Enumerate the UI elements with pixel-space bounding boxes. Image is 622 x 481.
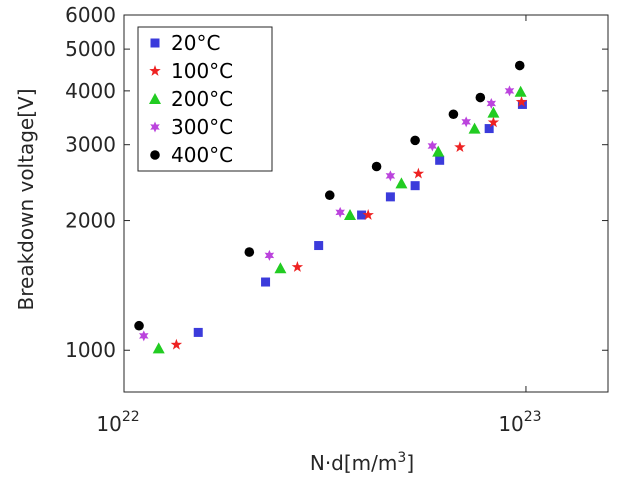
data-point xyxy=(385,192,395,202)
data-point xyxy=(357,210,367,220)
legend-marker xyxy=(149,93,161,104)
series-1 xyxy=(170,95,528,350)
data-point xyxy=(410,135,420,146)
data-point xyxy=(454,141,466,153)
y-tick-label: 1000 xyxy=(65,338,116,362)
data-point xyxy=(410,181,420,191)
data-point xyxy=(504,85,515,97)
data-point xyxy=(487,106,500,118)
data-point xyxy=(335,206,345,218)
x-tick-label-base: 10 xyxy=(498,412,523,436)
legend-marker xyxy=(150,150,160,160)
legend-label: 300°C xyxy=(171,115,233,139)
x-tick-label: 1023 xyxy=(498,409,541,436)
data-point xyxy=(139,330,149,342)
data-point xyxy=(395,177,408,189)
legend-marker xyxy=(150,121,160,133)
data-point xyxy=(514,85,527,97)
data-point xyxy=(152,342,165,354)
x-axis-ticks: 1022 1023 xyxy=(96,15,542,436)
data-point xyxy=(432,145,445,157)
x-axis-label-main: N·d[m/m xyxy=(310,451,398,475)
data-point xyxy=(514,60,525,71)
legend-marker xyxy=(149,65,161,76)
data-point xyxy=(362,209,374,220)
y-axis-label: Breakdown voltage[V] xyxy=(14,89,38,311)
data-point xyxy=(324,190,335,201)
x-tick-label-exponent: 22 xyxy=(122,409,140,425)
data-point xyxy=(427,140,438,152)
data-point xyxy=(314,241,324,251)
x-axis-label-superscript: 3 xyxy=(397,450,406,466)
data-point xyxy=(193,327,203,337)
x-axis-label-tail: ] xyxy=(406,451,414,475)
data-points xyxy=(134,60,528,354)
x-tick-label-base: 10 xyxy=(96,412,121,436)
y-axis-ticks: 1000 2000 3000 4000 5000 6000 xyxy=(65,3,608,362)
data-point xyxy=(371,161,382,172)
data-point xyxy=(274,262,287,274)
y-tick-label: 5000 xyxy=(65,37,116,61)
legend-label: 400°C xyxy=(171,143,233,167)
data-point xyxy=(515,95,528,107)
data-point xyxy=(170,338,183,350)
series-3 xyxy=(139,85,515,342)
legend-label: 100°C xyxy=(171,59,233,83)
legend-marker xyxy=(150,38,160,48)
data-point xyxy=(264,249,275,261)
data-point xyxy=(486,97,497,109)
series-4 xyxy=(134,60,525,331)
x-tick-label: 1022 xyxy=(96,409,139,436)
legend-label: 20°C xyxy=(171,31,220,55)
legend-label: 200°C xyxy=(171,87,233,111)
legend: 20°C 100°C 200°C 300°C 400°C xyxy=(137,26,273,172)
data-point xyxy=(448,109,459,120)
data-point xyxy=(487,116,500,128)
y-tick-label: 2000 xyxy=(65,209,116,233)
y-tick-label: 3000 xyxy=(65,133,116,157)
data-point xyxy=(435,155,445,165)
data-point xyxy=(468,122,481,134)
data-point xyxy=(291,261,304,272)
data-point xyxy=(344,209,357,221)
data-point xyxy=(484,124,494,134)
y-tick-label: 6000 xyxy=(65,3,116,27)
y-tick-label: 4000 xyxy=(65,79,116,103)
data-point xyxy=(134,320,144,331)
data-point xyxy=(475,92,486,103)
data-point xyxy=(385,170,396,182)
data-point xyxy=(261,277,271,287)
series-2 xyxy=(152,85,527,354)
data-point xyxy=(244,247,255,257)
x-axis-label: N·d[m/m3] xyxy=(310,450,414,475)
data-point xyxy=(461,116,471,128)
legend-box xyxy=(137,26,273,172)
x-tick-label-exponent: 23 xyxy=(524,409,542,425)
data-point xyxy=(412,167,425,179)
